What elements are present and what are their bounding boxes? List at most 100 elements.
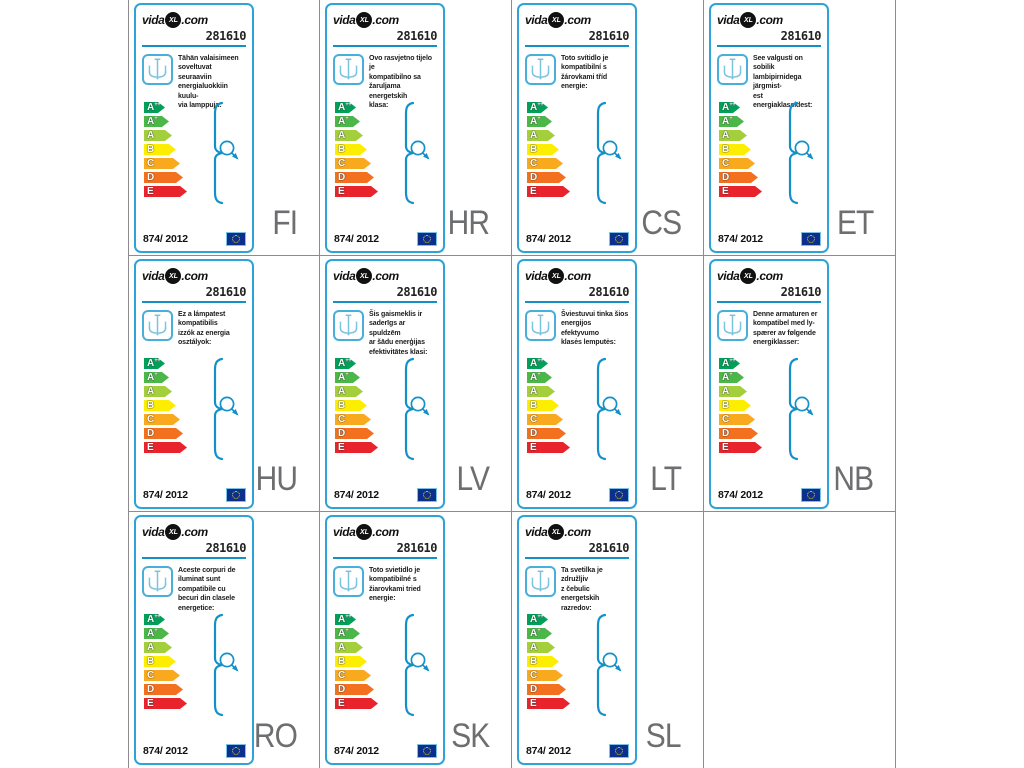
chandelier-icon [717, 54, 748, 85]
brand-xl-badge-icon: XL [548, 524, 565, 540]
energy-class-letter: A+ [147, 628, 158, 639]
brand-badge-text: XL [551, 272, 561, 280]
brand-xl-badge-icon: XL [356, 268, 373, 284]
eu-flag-icon [226, 744, 246, 758]
energy-class-arrow-D: D [335, 684, 374, 695]
energy-class-arrow-E: E [527, 186, 570, 197]
energy-class-letter: A++ [530, 358, 544, 369]
energy-class-letter: E [722, 442, 729, 453]
energy-scale: A++ A+ A B C D E [719, 358, 762, 456]
brand-badge-text: XL [168, 16, 178, 24]
eu-stars-ring [232, 235, 240, 243]
grid-cell: vida XL .com 281610 [128, 256, 320, 512]
energy-class-letter: D [147, 428, 155, 439]
energy-scale: A++ A+ A B C D E [719, 102, 762, 200]
energy-class-letter: B [147, 400, 155, 411]
energy-class-arrow-A: A [527, 386, 555, 397]
energy-class-letter: A+ [722, 116, 733, 127]
energy-class-letter: B [338, 144, 346, 155]
brand-text-suffix: .com [756, 13, 783, 27]
footer-row: 874/ 2012 [143, 488, 246, 502]
brand-text-prefix: vida [525, 269, 548, 283]
energy-class-arrow-C: C [335, 158, 371, 169]
grid-cell: vida XL .com 281610 [704, 256, 896, 512]
energy-class-letter: A+ [147, 372, 158, 383]
energy-class-letter: B [722, 400, 730, 411]
energy-class-arrow-B: B [335, 400, 367, 411]
energy-class-letter: A [147, 130, 155, 141]
energy-class-arrow-A++: A++ [527, 102, 548, 113]
energy-class-letter: C [147, 414, 155, 425]
energy-class-letter: E [147, 698, 154, 709]
brand-badge-text: XL [168, 272, 178, 280]
brand-logo: vida XL .com [525, 268, 629, 284]
regulation-number: 874/ 2012 [334, 489, 379, 501]
energy-class-letter: C [530, 670, 538, 681]
grid-cell: vida XL .com 281610 [512, 512, 704, 768]
bulb-icon [602, 396, 622, 416]
energy-class-superscript: + [345, 116, 349, 122]
energy-class-arrow-A++: A++ [335, 102, 356, 113]
brand-logo: vida XL .com [333, 12, 437, 28]
energy-class-arrow-B: B [144, 400, 176, 411]
header-divider [717, 301, 821, 303]
footer-row: 874/ 2012 [526, 232, 629, 246]
label-description: Tähän valaisimeen soveltuvat seuraaviin … [178, 55, 239, 110]
header-divider [525, 557, 629, 559]
energy-scale: A++ A+ A B C D E [335, 358, 378, 456]
bulb-icon [219, 140, 239, 160]
description-row: See valgusti on sobilik lambipirnidega j… [717, 54, 821, 110]
description-row: Tähän valaisimeen soveltuvat seuraaviin … [142, 54, 246, 110]
energy-class-letter: A++ [338, 358, 352, 369]
energy-class-superscript: + [345, 372, 349, 378]
language-code: RO [253, 717, 298, 755]
energy-class-letter: A [530, 642, 538, 653]
product-number: 281610 [588, 541, 630, 555]
description-row: Ez a lámpatest kompatibilis izzók az ene… [142, 310, 246, 348]
product-number: 281610 [205, 29, 247, 43]
energy-label-card: vida XL .com 281610 [134, 3, 254, 253]
energy-class-superscript: + [729, 372, 733, 378]
energy-class-arrow-A: A [144, 642, 172, 653]
energy-class-superscript: ++ [154, 614, 161, 620]
energy-class-arrow-D: D [719, 172, 758, 183]
energy-class-arrow-C: C [335, 414, 371, 425]
energy-class-arrow-A++: A++ [144, 358, 165, 369]
header-divider [333, 301, 437, 303]
energy-class-arrow-C: C [527, 414, 563, 425]
header-divider [525, 301, 629, 303]
language-code: SL [646, 717, 682, 755]
energy-class-arrow-A++: A++ [144, 614, 165, 625]
brand-badge-text: XL [551, 16, 561, 24]
energy-class-letter: D [338, 172, 346, 183]
energy-class-letter: A [530, 130, 538, 141]
energy-class-superscript: ++ [729, 358, 736, 364]
energy-class-arrow-C: C [527, 158, 563, 169]
brand-xl-badge-icon: XL [165, 524, 182, 540]
energy-label-card: vida XL .com 281610 [709, 259, 829, 509]
energy-class-arrow-E: E [144, 698, 187, 709]
grid-cell: vida XL .com 281610 [320, 256, 512, 512]
brand-logo: vida XL .com [142, 268, 246, 284]
energy-class-arrow-C: C [144, 414, 180, 425]
energy-class-arrow-A: A [144, 130, 172, 141]
energy-class-letter: A++ [147, 102, 161, 113]
chandelier-icon [717, 310, 748, 341]
brand-xl-badge-icon: XL [356, 524, 373, 540]
energy-label-card: vida XL .com 281610 [325, 259, 445, 509]
energy-scale: A++ A+ A B C D E [527, 102, 570, 200]
footer-row: 874/ 2012 [334, 232, 437, 246]
energy-class-letter: A++ [530, 614, 544, 625]
energy-class-arrow-A: A [335, 386, 363, 397]
energy-class-letter: A++ [147, 614, 161, 625]
regulation-number: 874/ 2012 [143, 489, 188, 501]
energy-class-arrow-A+: A+ [335, 372, 360, 383]
energy-class-arrow-A+: A+ [144, 628, 169, 639]
energy-class-arrow-E: E [719, 186, 762, 197]
energy-class-superscript: + [154, 372, 158, 378]
energy-class-letter: D [147, 684, 155, 695]
energy-class-arrow-E: E [527, 698, 570, 709]
eu-stars-ring [807, 491, 815, 499]
energy-class-letter: A+ [147, 116, 158, 127]
eu-stars-ring [423, 235, 431, 243]
